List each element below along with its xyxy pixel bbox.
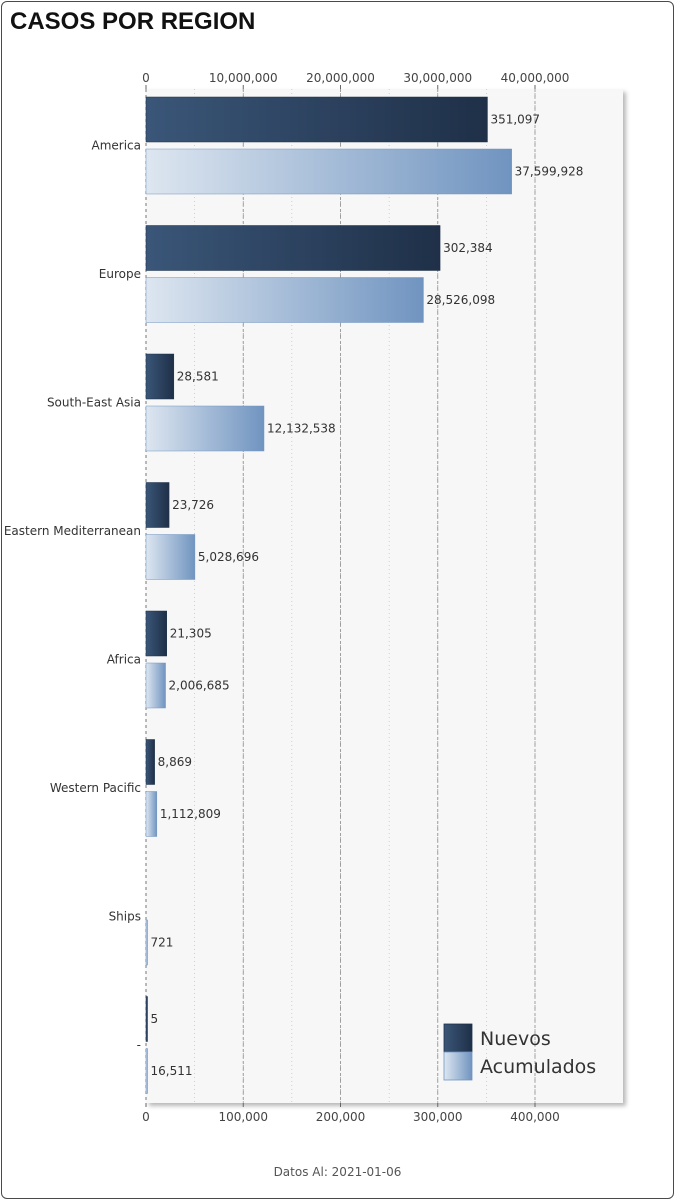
category-label: South-East Asia [47, 396, 141, 410]
bar-acumulados-label: 721 [151, 936, 174, 950]
top-axis-tick-label: 0 [142, 71, 150, 85]
bar-nuevos [145, 739, 155, 785]
bar-nuevos [145, 96, 488, 143]
legend-swatch-acumulados [443, 1051, 473, 1081]
bar-acumulados-label: 16,511 [151, 1064, 193, 1078]
top-axis-tick-label: 10,000,000 [209, 71, 278, 85]
bar-acumulados-label: 2,006,685 [169, 679, 230, 693]
footer-date: Datos Al: 2021-01-06 [273, 1165, 402, 1179]
top-axis-tick-label: 30,000,000 [403, 71, 472, 85]
bar-acumulados [145, 662, 166, 709]
bar-acumulados [145, 277, 424, 323]
top-axis-tick-label: 40,000,000 [501, 71, 570, 85]
category-label: Western Pacific [50, 781, 141, 795]
bar-acumulados-label: 1,112,809 [160, 807, 221, 821]
bar-nuevos-label: 23,726 [172, 498, 214, 512]
bar-acumulados-label: 12,132,538 [267, 422, 336, 436]
bar-acumulados-label: 28,526,098 [426, 293, 495, 307]
category-label: America [92, 139, 142, 153]
bar-acumulados [145, 919, 148, 966]
category-label: Europe [99, 267, 141, 281]
bar-nuevos-label: 8,869 [158, 755, 192, 769]
bars [145, 96, 512, 1094]
bar-nuevos-label: 5 [151, 1012, 159, 1026]
bar-nuevos [145, 482, 170, 528]
chart-title: CASOS POR REGION [10, 8, 256, 35]
bar-acumulados [145, 791, 158, 837]
bar-acumulados-label: 5,028,696 [198, 550, 259, 564]
bottom-axis-tick-label: 200,000 [316, 1110, 366, 1124]
bar-nuevos-label: 21,305 [170, 627, 212, 641]
bottom-axis-tick-label: 400,000 [510, 1110, 560, 1124]
legend-label-acumulados: Acumulados [480, 1056, 596, 1078]
bottom-axis-tick-label: 100,000 [218, 1110, 268, 1124]
bar-nuevos [145, 225, 441, 271]
bar-nuevos [145, 353, 175, 400]
category-label: Ships [109, 910, 141, 924]
bar-acumulados-label: 37,599,928 [515, 165, 584, 179]
bar-nuevos [145, 610, 167, 657]
legend-swatch-nuevos [443, 1023, 473, 1053]
data-labels: 351,097 37,599,928 302,384 28,526,098 28,581… [151, 113, 584, 1079]
bar-nuevos-label: 28,581 [177, 370, 219, 384]
legend-label-nuevos: Nuevos [480, 1028, 551, 1050]
bottom-axis-tick-label: 0 [142, 1110, 150, 1124]
axes: 0 10,000,000 20,000,000 30,000,000 40,000,00… [4, 71, 570, 1124]
bar-acumulados [145, 534, 196, 580]
bottom-axis-tick-label: 300,000 [413, 1110, 463, 1124]
category-label: Eastern Mediterranean [4, 524, 141, 538]
category-label: - [137, 1038, 141, 1052]
bar-acumulados [145, 1048, 148, 1094]
legend: Nuevos Acumulados [443, 1023, 596, 1081]
bar-nuevos-label: 351,097 [490, 113, 540, 127]
top-axis-tick-label: 20,000,000 [306, 71, 375, 85]
category-label: Africa [107, 653, 141, 667]
bar-acumulados [145, 148, 512, 195]
bar-acumulados [145, 405, 265, 452]
bar-nuevos [145, 996, 148, 1042]
bar-nuevos-label: 302,384 [443, 241, 493, 255]
